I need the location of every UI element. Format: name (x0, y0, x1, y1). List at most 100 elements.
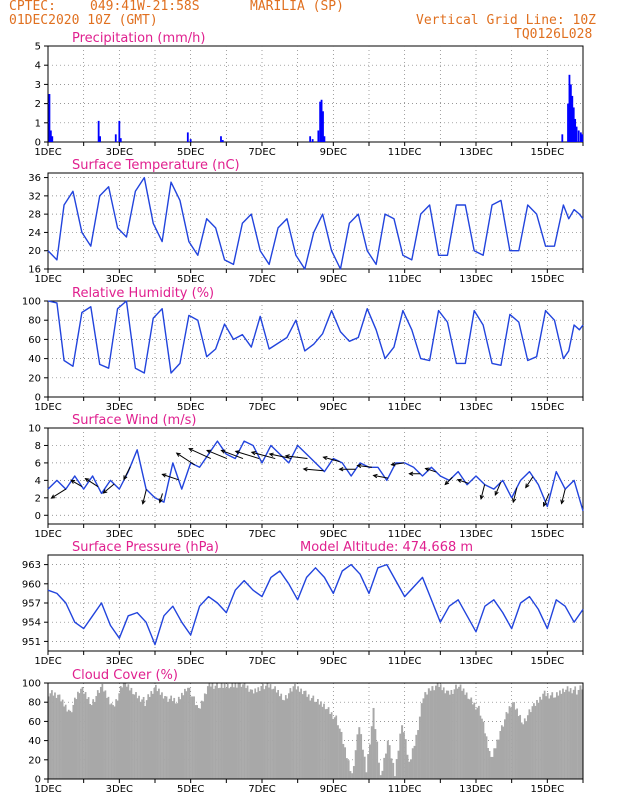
cloud-area-bar (551, 692, 554, 779)
precip-ytick-label: 1 (35, 118, 41, 129)
cloud-area-bar (220, 683, 223, 779)
cloud-area-bar (340, 731, 343, 779)
cloud-area-bar (370, 726, 373, 779)
cloud-area-bar (306, 696, 309, 779)
cloud-area-bar (444, 693, 447, 779)
cloud-area-bar (523, 718, 526, 779)
cloud-area-bar (369, 744, 371, 779)
cloud-area-bar (563, 692, 566, 779)
cloud-area-bar (255, 692, 258, 779)
cloud-area-bar (90, 705, 93, 779)
cloud-area-bar (63, 706, 66, 779)
cloud-area-bar (216, 683, 218, 779)
cloud-xtick-label: 1DEC (34, 784, 61, 795)
cloud-area-bar (262, 683, 264, 779)
wind-xtick-label: 15DEC (530, 529, 564, 540)
cloud-area-bar (441, 690, 444, 779)
cloud-area-bar (448, 694, 451, 779)
pressure-ytick-label: 954 (22, 618, 41, 629)
cloud-area-bar (349, 771, 352, 779)
cloud-area-bar (138, 695, 140, 779)
cloud-area-bar (93, 701, 96, 779)
cloud-area-bar (303, 690, 305, 779)
wind-panel: 0 2 4 6 8 10 1DEC 3DEC 5DEC 7DEC 9DEC 11DEC 13DEC 15D… (28, 413, 584, 540)
pressure-xtick-label: 13DEC (459, 656, 493, 667)
cloud-area-bar (442, 687, 445, 779)
pressure-ytick-label: 960 (22, 579, 41, 590)
wind-arrow (235, 450, 260, 460)
precip-bar (577, 130, 580, 142)
rh-ytick-label: 40 (28, 354, 41, 365)
wind-arrow-head (456, 478, 462, 483)
precip-bar (319, 101, 322, 142)
wind-xtick-label: 7DEC (248, 529, 275, 540)
cloud-title: Cloud Cover (%) (72, 668, 178, 683)
cloud-area-bar (569, 688, 572, 779)
wind-arrow-head (444, 480, 450, 486)
cloud-area-bar (579, 685, 582, 779)
cloud-xtick-label: 11DEC (388, 784, 422, 795)
cloud-area-bar (167, 701, 169, 779)
cloud-area-bar (422, 698, 425, 779)
cloud-area-bar (197, 707, 200, 779)
cloud-area-bar (272, 688, 275, 779)
temp-xtick-label: 5DEC (177, 274, 204, 285)
cloud-area-bar (77, 691, 79, 779)
cloud-area-bar (84, 692, 87, 779)
cloud-area-bar (557, 695, 560, 779)
cloud-area-bar (445, 690, 448, 779)
cloud-area-bar (260, 686, 263, 779)
cloud-area-bar (474, 709, 477, 779)
wind-arrow-head (525, 483, 530, 489)
precip-xtick-label: 5DEC (177, 147, 204, 158)
cloud-area-bar (461, 690, 463, 779)
cloud-area-bar (429, 690, 432, 779)
temp-series-line (47, 176, 584, 270)
cloud-area-bar (223, 683, 226, 779)
cloud-area-bar (545, 696, 548, 779)
cloud-area-bar (234, 683, 237, 779)
cloud-area-bar (78, 693, 81, 779)
cloud-area-bar (490, 756, 492, 779)
cloud-area-bar (377, 762, 380, 779)
wind-arrow (494, 482, 502, 496)
wind-arrow-head (424, 467, 430, 472)
wind-arrow-head (560, 499, 565, 505)
cloud-area-bar (581, 689, 584, 779)
wind-arrow (176, 452, 195, 466)
temp-ytick-label: 24 (28, 228, 41, 239)
wind-arrow (269, 453, 292, 460)
cloud-area-bar (110, 703, 113, 779)
rh-ytick-label: 80 (28, 316, 41, 327)
cloud-area-bar (479, 715, 482, 779)
temp-xtick-label: 1DEC (34, 274, 61, 285)
cloud-area-bar (64, 704, 67, 779)
cloud-area-bar (236, 687, 238, 779)
wind-arrow (285, 455, 308, 460)
cloud-area-bar (347, 760, 350, 779)
cloud-area-bar (170, 695, 173, 779)
wind-arrow-head (175, 452, 181, 457)
cloud-area-bar (427, 688, 430, 779)
cloud-area-bar (231, 683, 234, 779)
header-datetime: 01DEC2020 10Z (GMT) (9, 13, 158, 28)
cloud-area-bar (213, 688, 215, 779)
rh-panel: 0 20 40 60 80 100 1DEC 3DEC 5DEC 7DEC 9DEC 11DEC 13D… (22, 286, 584, 413)
header-coords: 049:41W-21:58S (90, 0, 200, 14)
cloud-area-bar (510, 707, 512, 779)
wind-arrow-head (50, 494, 56, 499)
wind-arrow-head (141, 499, 146, 505)
cloud-area-bar (562, 688, 564, 779)
cloud-area-bar (312, 695, 315, 779)
wind-arrow (561, 488, 566, 504)
cloud-area-bar (533, 703, 535, 779)
wind-ytick-label: 6 (35, 458, 41, 469)
temp-xtick-label: 11DEC (388, 274, 422, 285)
cloud-area-bar (171, 701, 174, 779)
cloud-area-bar (363, 756, 366, 779)
wind-arrow-head (161, 473, 167, 478)
cloud-frame-top (47, 682, 584, 780)
cloud-area-bar (484, 733, 486, 779)
cloud-area-bar (516, 708, 518, 779)
